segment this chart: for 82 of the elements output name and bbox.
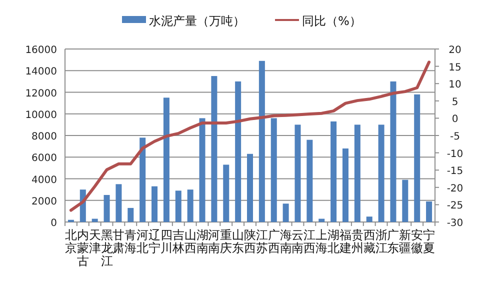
x-tick-label: 河南: [208, 228, 220, 255]
bar: [199, 118, 206, 222]
bar: [390, 81, 396, 222]
y2-tick-label: 0: [452, 114, 458, 126]
y2-tick-label: -5: [450, 132, 460, 142]
y-tick-label: 2000: [32, 196, 57, 208]
bar: [152, 186, 158, 222]
y2-tick-label: 20: [448, 45, 462, 56]
bar: [92, 218, 98, 222]
x-tick-label: 贵州: [351, 228, 364, 255]
y2-tick-label: -10: [446, 148, 464, 160]
y2-tick-label: -15: [446, 166, 464, 178]
y2-tick-label: -25: [446, 200, 464, 212]
x-tick-label: 新疆: [399, 228, 412, 255]
x-tick-label: 上海: [316, 228, 328, 255]
x-tick-label: 四川: [160, 228, 172, 255]
bar: [306, 140, 313, 222]
y-tick-label: 10000: [25, 110, 57, 121]
legend-label: 水泥产量（万吨）: [149, 14, 245, 28]
bar: [116, 184, 122, 222]
y2-tick-label: -30: [446, 218, 464, 229]
bar: [354, 124, 360, 222]
bar: [175, 190, 182, 222]
bar: [294, 124, 301, 222]
bar: [211, 76, 218, 222]
bar: [140, 138, 146, 222]
y2-tick-label: 15: [448, 62, 462, 74]
x-tick-label: 福建: [338, 228, 352, 255]
bar: [318, 218, 325, 222]
bar: [378, 124, 384, 222]
x-tick-label: 青海: [124, 228, 137, 255]
x-tick-label: 北京: [64, 228, 77, 255]
x-tick-label: 天津: [88, 228, 101, 255]
x-tick-label: 山东: [232, 228, 244, 255]
x-tick-label: 河北: [136, 228, 149, 255]
bar: [282, 204, 289, 222]
y-tick-label: 0: [50, 218, 57, 229]
x-tick-label: 黑龙江: [100, 228, 113, 268]
x-tick-label: 云南: [292, 228, 304, 255]
x-tick-label: 海南: [280, 228, 292, 255]
x-tick-label: 湖北: [328, 228, 340, 255]
bar: [187, 190, 194, 222]
x-tick-label: 广东: [387, 228, 400, 255]
y-tick-label: 4000: [32, 174, 57, 186]
y2-tick-label: -20: [446, 183, 464, 194]
x-tick-label: 山西: [184, 228, 196, 255]
bar: [342, 148, 348, 222]
y2-tick-label: 5: [452, 96, 458, 108]
bar: [426, 201, 432, 222]
bar: [104, 194, 110, 222]
y-tick-label: 8000: [32, 132, 57, 142]
y-tick-label: 12000: [25, 88, 57, 100]
x-tick-label: 西藏: [363, 228, 376, 255]
x-tick-label: 湖南: [196, 228, 208, 255]
x-tick-label: 安徽: [411, 228, 424, 255]
bar: [414, 94, 420, 222]
y-tick-label: 16000: [25, 45, 57, 56]
x-tick-label: 广西: [268, 228, 280, 255]
x-tick-label: 重庆: [220, 228, 232, 255]
legend-label: 同比（%）: [302, 14, 362, 28]
bar: [330, 121, 337, 222]
x-tick-label: 江苏: [256, 228, 268, 255]
bar: [270, 118, 277, 222]
bar: [235, 81, 242, 222]
bar: [163, 98, 170, 222]
bar: [258, 60, 265, 222]
bar: [247, 154, 253, 222]
x-tick-label: 江西: [304, 228, 316, 255]
x-tick-label: 辽宁: [148, 228, 161, 255]
bar: [128, 208, 134, 222]
x-tick-label: 吉林: [171, 228, 184, 255]
x-tick-label: 陕西: [244, 228, 256, 255]
bar: [223, 164, 230, 222]
x-tick-label: 浙江: [375, 228, 388, 255]
y-tick-label: 6000: [32, 153, 57, 164]
bar: [366, 216, 372, 222]
x-tick-label: 甘肃: [112, 228, 125, 255]
x-tick-label: 内蒙古: [76, 228, 89, 268]
y2-tick-label: 10: [448, 80, 462, 91]
x-tick-label: 宁夏: [423, 228, 436, 255]
bar: [402, 180, 408, 222]
y-tick-label: 14000: [25, 66, 57, 78]
